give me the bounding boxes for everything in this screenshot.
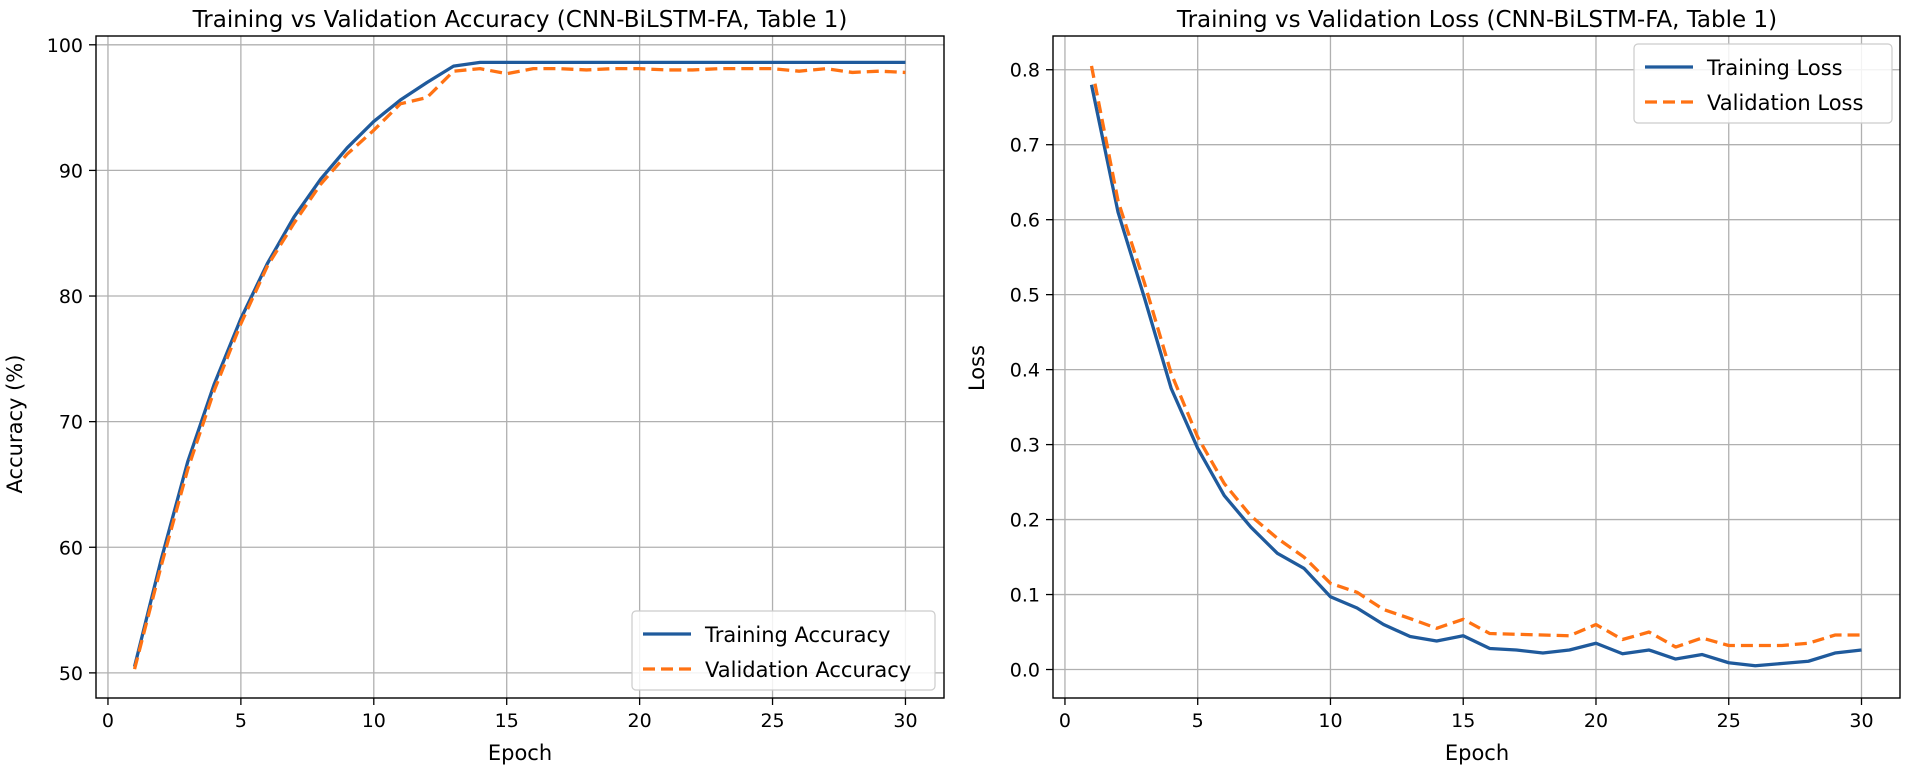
- loss-ytick-label-0.3: 0.3: [1010, 435, 1040, 457]
- loss-chart-xlabel: Epoch: [1445, 741, 1509, 765]
- loss-series-training-loss: [1089, 84, 1862, 668]
- accuracy-ytick-label-80: 80: [59, 286, 83, 308]
- accuracy-series-training-accuracy: [132, 60, 906, 667]
- loss-chart: Training vs Validation Loss (CNN-BiLSTM-…: [965, 7, 1901, 765]
- loss-ytick-label-0.1: 0.1: [1010, 585, 1040, 607]
- loss-legend-label-0: Training Loss: [1706, 56, 1843, 80]
- accuracy-axes-frame: [95, 35, 945, 699]
- accuracy-chart: Training vs Validation Accuracy (CNN-BiL…: [3, 7, 945, 765]
- accuracy-xtick-label-25: 25: [760, 710, 784, 732]
- accuracy-xtick-label-30: 30: [893, 710, 917, 732]
- accuracy-xtick-label-20: 20: [628, 710, 652, 732]
- accuracy-series-validation-accuracy: [132, 67, 906, 670]
- accuracy-ytick-label-90: 90: [59, 160, 83, 182]
- loss-xtick-label-25: 25: [1717, 710, 1741, 732]
- loss-ytick-label-0.8: 0.8: [1010, 60, 1040, 82]
- accuracy-legend-label-1: Validation Accuracy: [705, 658, 911, 682]
- loss-chart-title: Training vs Validation Loss (CNN-BiLSTM-…: [1176, 7, 1777, 33]
- accuracy-ytick-label-50: 50: [59, 663, 83, 685]
- loss-ytick-label-0.4: 0.4: [1010, 360, 1040, 382]
- loss-xtick-label-5: 5: [1192, 710, 1204, 732]
- accuracy-xtick-label-0: 0: [102, 710, 114, 732]
- loss-ytick-label-0.2: 0.2: [1010, 510, 1040, 532]
- loss-legend-label-1: Validation Loss: [1707, 91, 1863, 115]
- loss-xtick-label-15: 15: [1451, 710, 1475, 732]
- accuracy-ytick-label-60: 60: [59, 537, 83, 559]
- loss-ytick-label-0.6: 0.6: [1010, 210, 1040, 232]
- loss-xtick-label-0: 0: [1059, 710, 1071, 732]
- accuracy-legend-box: [631, 610, 936, 691]
- loss-legend-box: [1633, 43, 1893, 124]
- accuracy-chart-xlabel: Epoch: [488, 741, 552, 765]
- accuracy-xtick-label-10: 10: [362, 710, 386, 732]
- accuracy-xtick-label-15: 15: [495, 710, 519, 732]
- accuracy-gridlines: [96, 36, 944, 698]
- loss-xtick-label-10: 10: [1318, 710, 1342, 732]
- accuracy-legend: Training Accuracy Validation Accuracy: [631, 610, 936, 691]
- accuracy-ytick-label-100: 100: [47, 35, 83, 57]
- loss-axes-frame: [1052, 35, 1901, 699]
- loss-xtick-label-30: 30: [1849, 710, 1873, 732]
- loss-ytick-label-0: 0.0: [1010, 660, 1040, 682]
- accuracy-legend-label-0: Training Accuracy: [704, 623, 890, 647]
- loss-xtick-label-20: 20: [1584, 710, 1608, 732]
- loss-chart-ylabel: Loss: [965, 345, 989, 391]
- loss-legend: Training Loss Validation Loss: [1633, 43, 1893, 124]
- loss-series-validation-loss: [1089, 65, 1862, 649]
- accuracy-ytick-label-70: 70: [59, 412, 83, 434]
- accuracy-chart-title: Training vs Validation Accuracy (CNN-BiL…: [192, 7, 848, 33]
- loss-ytick-label-0.5: 0.5: [1010, 285, 1040, 307]
- loss-ytick-label-0.7: 0.7: [1010, 135, 1040, 157]
- accuracy-chart-ylabel: Accuracy (%): [3, 355, 27, 494]
- loss-gridlines: [1053, 36, 1900, 698]
- accuracy-xtick-label-5: 5: [235, 710, 247, 732]
